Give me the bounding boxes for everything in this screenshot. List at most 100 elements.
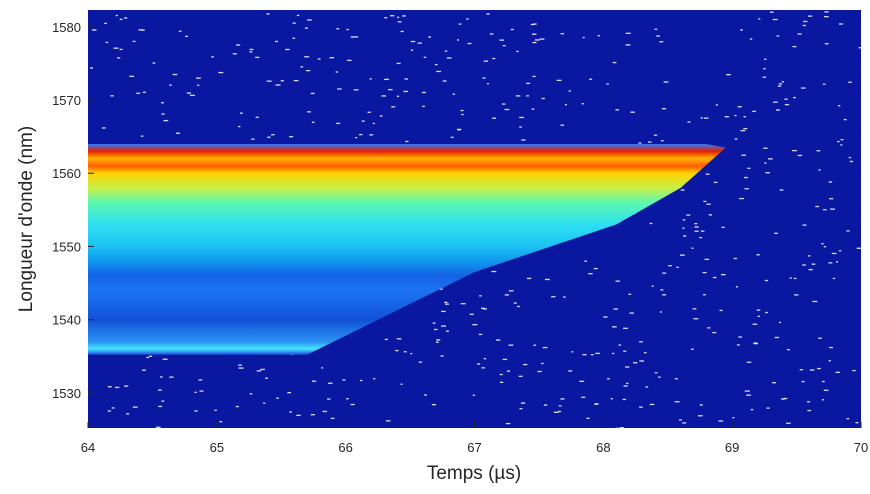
noise-dot <box>486 82 489 85</box>
noise-dot <box>353 36 359 38</box>
noise-dot <box>441 325 447 327</box>
noise-dot <box>452 93 456 95</box>
noise-dot <box>590 354 594 356</box>
noise-dot <box>835 261 839 263</box>
noise-dot <box>654 372 658 374</box>
noise-dot <box>740 129 746 132</box>
noise-dot <box>404 78 408 80</box>
noise-dot <box>296 414 301 417</box>
noise-dot <box>469 313 474 315</box>
noise-dot <box>186 92 191 94</box>
noise-dot <box>615 427 621 428</box>
noise-dot <box>712 276 717 279</box>
noise-dot <box>304 56 310 58</box>
noise-dot <box>249 51 253 53</box>
noise-dot <box>483 358 487 360</box>
signal-region <box>88 143 726 355</box>
noise-dot <box>501 103 506 105</box>
noise-dot <box>384 338 388 341</box>
noise-dot <box>764 279 769 282</box>
noise-dot <box>379 115 383 117</box>
noise-dot <box>518 375 523 377</box>
noise-dot <box>823 246 827 248</box>
noise-dot <box>724 116 729 118</box>
noise-dot <box>588 273 593 275</box>
noise-dot <box>732 417 735 419</box>
noise-dot <box>702 271 707 274</box>
noise-dot <box>777 85 782 87</box>
noise-dot <box>615 280 620 282</box>
noise-dot <box>506 370 511 372</box>
noise-dot <box>543 404 548 406</box>
noise-dot <box>113 47 119 49</box>
noise-dot <box>797 154 803 157</box>
noise-dot <box>445 330 450 332</box>
noise-dot <box>461 113 464 116</box>
noise-dot <box>699 236 703 239</box>
noise-dot <box>556 79 562 82</box>
noise-dot <box>267 136 271 138</box>
x-tick-label: 67 <box>467 440 481 455</box>
noise-dot <box>292 22 296 24</box>
noise-dot <box>537 370 542 373</box>
noise-dot <box>803 20 808 23</box>
noise-dot <box>444 50 448 52</box>
noise-dot <box>778 321 782 324</box>
noise-dot <box>306 19 312 21</box>
noise-dot <box>417 42 422 44</box>
noise-dot <box>367 111 371 113</box>
x-tick-label: 68 <box>596 440 610 455</box>
noise-dot <box>661 108 667 110</box>
noise-dot <box>400 383 403 385</box>
noise-dot <box>781 81 785 83</box>
noise-dot <box>381 95 387 97</box>
noise-dot <box>510 28 514 31</box>
noise-dot <box>169 84 172 86</box>
noise-dot <box>712 331 717 334</box>
noise-dot <box>706 203 711 205</box>
noise-dot <box>336 122 341 125</box>
noise-dot <box>482 77 486 79</box>
noise-dot <box>832 277 836 280</box>
noise-dot <box>775 109 781 111</box>
noise-dot <box>492 117 497 119</box>
noise-dot <box>397 16 400 19</box>
noise-dot <box>553 411 559 413</box>
noise-dot <box>132 406 138 408</box>
noise-dot <box>185 35 189 38</box>
noise-dot <box>595 352 600 355</box>
noise-dot <box>421 91 426 94</box>
noise-dot <box>263 402 266 404</box>
noise-dot <box>823 209 827 211</box>
noise-dot <box>708 214 713 216</box>
noise-dot <box>526 82 531 85</box>
noise-dot <box>564 104 567 106</box>
noise-dot <box>342 379 346 381</box>
noise-dot <box>346 28 349 31</box>
noise-dot <box>321 367 324 369</box>
noise-dot <box>397 21 402 23</box>
noise-dot <box>683 235 687 237</box>
noise-dot <box>848 156 852 159</box>
noise-dot <box>435 341 439 343</box>
noise-dot <box>515 95 521 97</box>
noise-dot <box>649 403 655 406</box>
noise-dot <box>439 288 443 290</box>
noise-dot <box>322 410 328 413</box>
noise-dot <box>541 97 545 100</box>
noise-dot <box>194 391 197 393</box>
noise-dot <box>491 270 497 273</box>
noise-dot <box>793 96 796 99</box>
noise-dot <box>584 260 588 262</box>
noise-dot <box>703 117 709 119</box>
noise-dot <box>142 91 146 93</box>
noise-dot <box>337 88 342 90</box>
noise-dot <box>492 57 496 60</box>
noise-dot <box>533 344 537 346</box>
noise-dot <box>161 102 165 104</box>
noise-dot <box>846 230 850 232</box>
noise-dot <box>824 43 829 45</box>
noise-dot <box>91 29 97 31</box>
noise-dot <box>238 367 244 369</box>
